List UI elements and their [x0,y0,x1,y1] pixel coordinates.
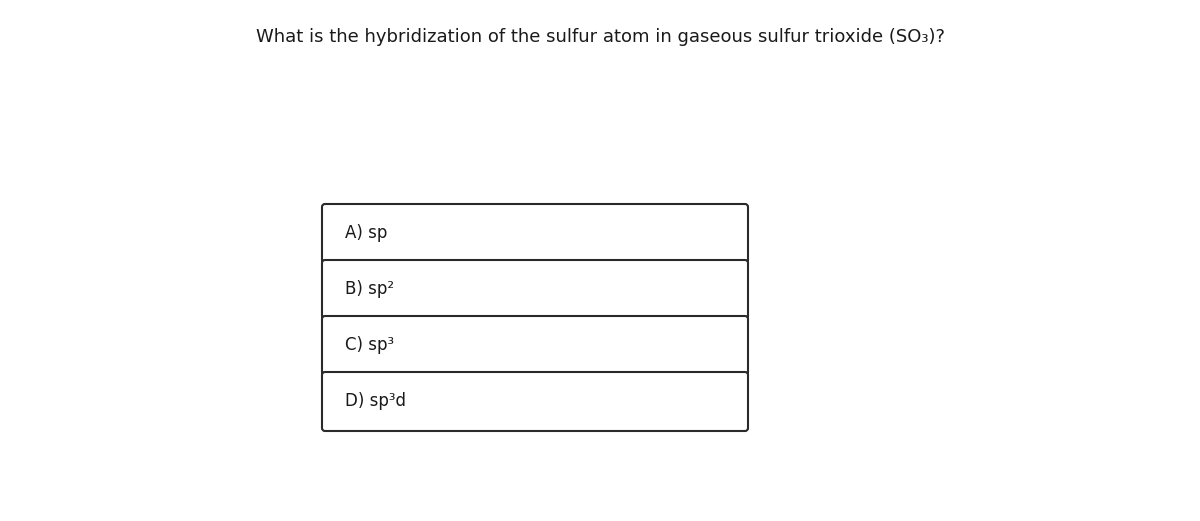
FancyBboxPatch shape [322,260,748,319]
Text: C) sp³: C) sp³ [346,337,394,354]
FancyBboxPatch shape [322,316,748,375]
Text: What is the hybridization of the sulfur atom in gaseous sulfur trioxide (SO₃)?: What is the hybridization of the sulfur … [256,28,944,46]
Text: D) sp³d: D) sp³d [346,392,406,411]
FancyBboxPatch shape [322,372,748,431]
Text: A) sp: A) sp [346,225,388,242]
FancyBboxPatch shape [322,204,748,263]
Text: B) sp²: B) sp² [346,280,394,299]
